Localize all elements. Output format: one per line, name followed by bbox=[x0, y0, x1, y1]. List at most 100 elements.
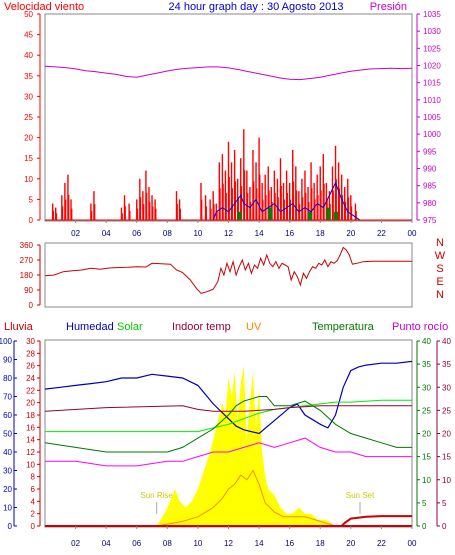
wind-tick-label: 35 bbox=[24, 72, 33, 81]
rain-tick-label: 16 bbox=[26, 423, 35, 432]
hour-label: 16 bbox=[285, 229, 294, 238]
temp-tick-label: 10 bbox=[422, 476, 431, 485]
temp-tick-label: 5 bbox=[422, 499, 427, 508]
rain-line bbox=[45, 515, 412, 527]
direction-axis: 0 90 180 270 360 bbox=[20, 241, 41, 310]
hour-label: 16 bbox=[285, 539, 294, 548]
pressure-tick-label: 1025 bbox=[423, 44, 441, 53]
temp2-tick-label: 35 bbox=[442, 360, 451, 369]
hour-label: 20 bbox=[346, 539, 355, 548]
wind-green-bar bbox=[268, 207, 273, 220]
rain-tick-label: 14 bbox=[26, 436, 35, 445]
rain-tick-label: 12 bbox=[26, 448, 35, 457]
temp-tick-label: 15 bbox=[422, 453, 431, 462]
direction-tick-label: 360 bbox=[20, 241, 34, 250]
temp-tick-label: 35 bbox=[422, 360, 431, 369]
humidity-tick-label: 60 bbox=[3, 411, 12, 420]
legend-rain: Lluvia bbox=[4, 321, 34, 333]
compass-label: W bbox=[435, 250, 446, 262]
humidity-tick-label: 20 bbox=[3, 485, 12, 494]
wind-direction-line bbox=[44, 246, 412, 294]
rain-tick-label: 10 bbox=[26, 460, 35, 469]
wind-tick-label: 25 bbox=[24, 113, 33, 122]
pressure-line bbox=[44, 65, 413, 81]
hour-label: 02 bbox=[71, 229, 80, 238]
temp-tick-label: 20 bbox=[422, 430, 431, 439]
rain-tick-label: 4 bbox=[31, 497, 36, 506]
temp2-tick-label: 0 bbox=[442, 522, 447, 531]
temp2-tick-label: 30 bbox=[442, 383, 451, 392]
hour-label: 14 bbox=[255, 229, 264, 238]
temp2-tick-label: 25 bbox=[442, 406, 451, 415]
hour-label: 04 bbox=[102, 229, 111, 238]
humidity-temperature-panel: 0102030405060708090100024681012141618202… bbox=[0, 337, 451, 548]
wind-tick-label: 5 bbox=[29, 195, 34, 204]
pressure-axis: 975 980 985 990 995 1000 1005 1010 1015 1020 1025 1… bbox=[416, 10, 441, 225]
hour-label: 08 bbox=[163, 229, 172, 238]
wind-green-bar bbox=[334, 211, 339, 220]
direction-tick-label: 180 bbox=[20, 271, 34, 280]
rain-tick-label: 2 bbox=[31, 510, 36, 519]
direction-tick-label: 0 bbox=[29, 301, 34, 310]
temperature-line bbox=[44, 396, 412, 453]
temp2-tick-label: 40 bbox=[442, 337, 451, 346]
rain-tick-label: 28 bbox=[26, 349, 35, 358]
hour-label: 22 bbox=[377, 229, 386, 238]
hour-label: 20 bbox=[346, 229, 355, 238]
humidity-tick-label: 50 bbox=[3, 430, 12, 439]
rain-tick-label: 22 bbox=[26, 386, 35, 395]
compass-label: E bbox=[436, 276, 443, 288]
wind-tick-label: 20 bbox=[24, 134, 33, 143]
rain-tick-label: 18 bbox=[26, 411, 35, 420]
direction-tick-label: 270 bbox=[20, 256, 34, 265]
hour-label: 12 bbox=[224, 229, 233, 238]
compass-label: S bbox=[436, 263, 443, 275]
sun-event-labels: Sun Rise Sun Set bbox=[140, 491, 375, 514]
pressure-tick-label: 995 bbox=[423, 147, 437, 156]
hour-label: 04 bbox=[102, 539, 111, 548]
hour-label: 08 bbox=[163, 539, 172, 548]
humidity-tick-label: 100 bbox=[0, 337, 13, 346]
dewpoint-line bbox=[45, 437, 412, 467]
hour-label: 06 bbox=[132, 229, 141, 238]
sunset-label: Sun Set bbox=[346, 491, 375, 500]
pressure-tick-label: 1000 bbox=[423, 130, 441, 139]
wind-green-bar bbox=[308, 211, 313, 220]
hour-label: 22 bbox=[377, 539, 386, 548]
hour-label: 12 bbox=[224, 539, 233, 548]
pressure-tick-label: 975 bbox=[423, 216, 437, 225]
wind-gust-bars bbox=[51, 129, 357, 220]
wind-tick-label: 10 bbox=[24, 175, 33, 184]
legend-temperature: Temperatura bbox=[312, 321, 375, 333]
wind-tick-label: 50 bbox=[24, 10, 33, 19]
humidity-tick-label: 10 bbox=[3, 504, 12, 513]
temp2-tick-label: 5 bbox=[442, 499, 447, 508]
temp2-tick-label: 15 bbox=[442, 453, 451, 462]
wind-green-bars bbox=[237, 207, 339, 220]
wind-speed-label: Velocidad viento bbox=[4, 1, 84, 13]
uv-line bbox=[156, 469, 336, 527]
temp2-tick-label: 10 bbox=[442, 476, 451, 485]
wind-tick-label: 15 bbox=[24, 154, 33, 163]
temp2-tick-label: 20 bbox=[442, 430, 451, 439]
compass-label: N bbox=[436, 289, 444, 301]
legend-uv: UV bbox=[246, 321, 262, 333]
rain-tick-label: 0 bbox=[31, 522, 36, 531]
legend-indoor-temp: Indoor temp bbox=[172, 321, 231, 333]
hour-label: 00 bbox=[408, 229, 417, 238]
temp-tick-label: 30 bbox=[422, 383, 431, 392]
hour-axis-bottom: 02 04 06 08 10 12 14 16 18 20 22 00 bbox=[71, 526, 417, 548]
pressure-label: Presión bbox=[370, 1, 407, 13]
hour-label: 06 bbox=[132, 539, 141, 548]
chart-title: 24 hour graph day : 30 Agosto 2013 bbox=[169, 1, 344, 13]
humidity-line bbox=[44, 360, 413, 435]
pressure-tick-label: 1010 bbox=[423, 96, 441, 105]
indoor-temp-line bbox=[44, 405, 412, 412]
wind-tick-label: 30 bbox=[24, 92, 33, 101]
humidity-tick-label: 70 bbox=[3, 393, 12, 402]
hour-label: 18 bbox=[316, 539, 325, 548]
pressure-tick-label: 1005 bbox=[423, 113, 441, 122]
